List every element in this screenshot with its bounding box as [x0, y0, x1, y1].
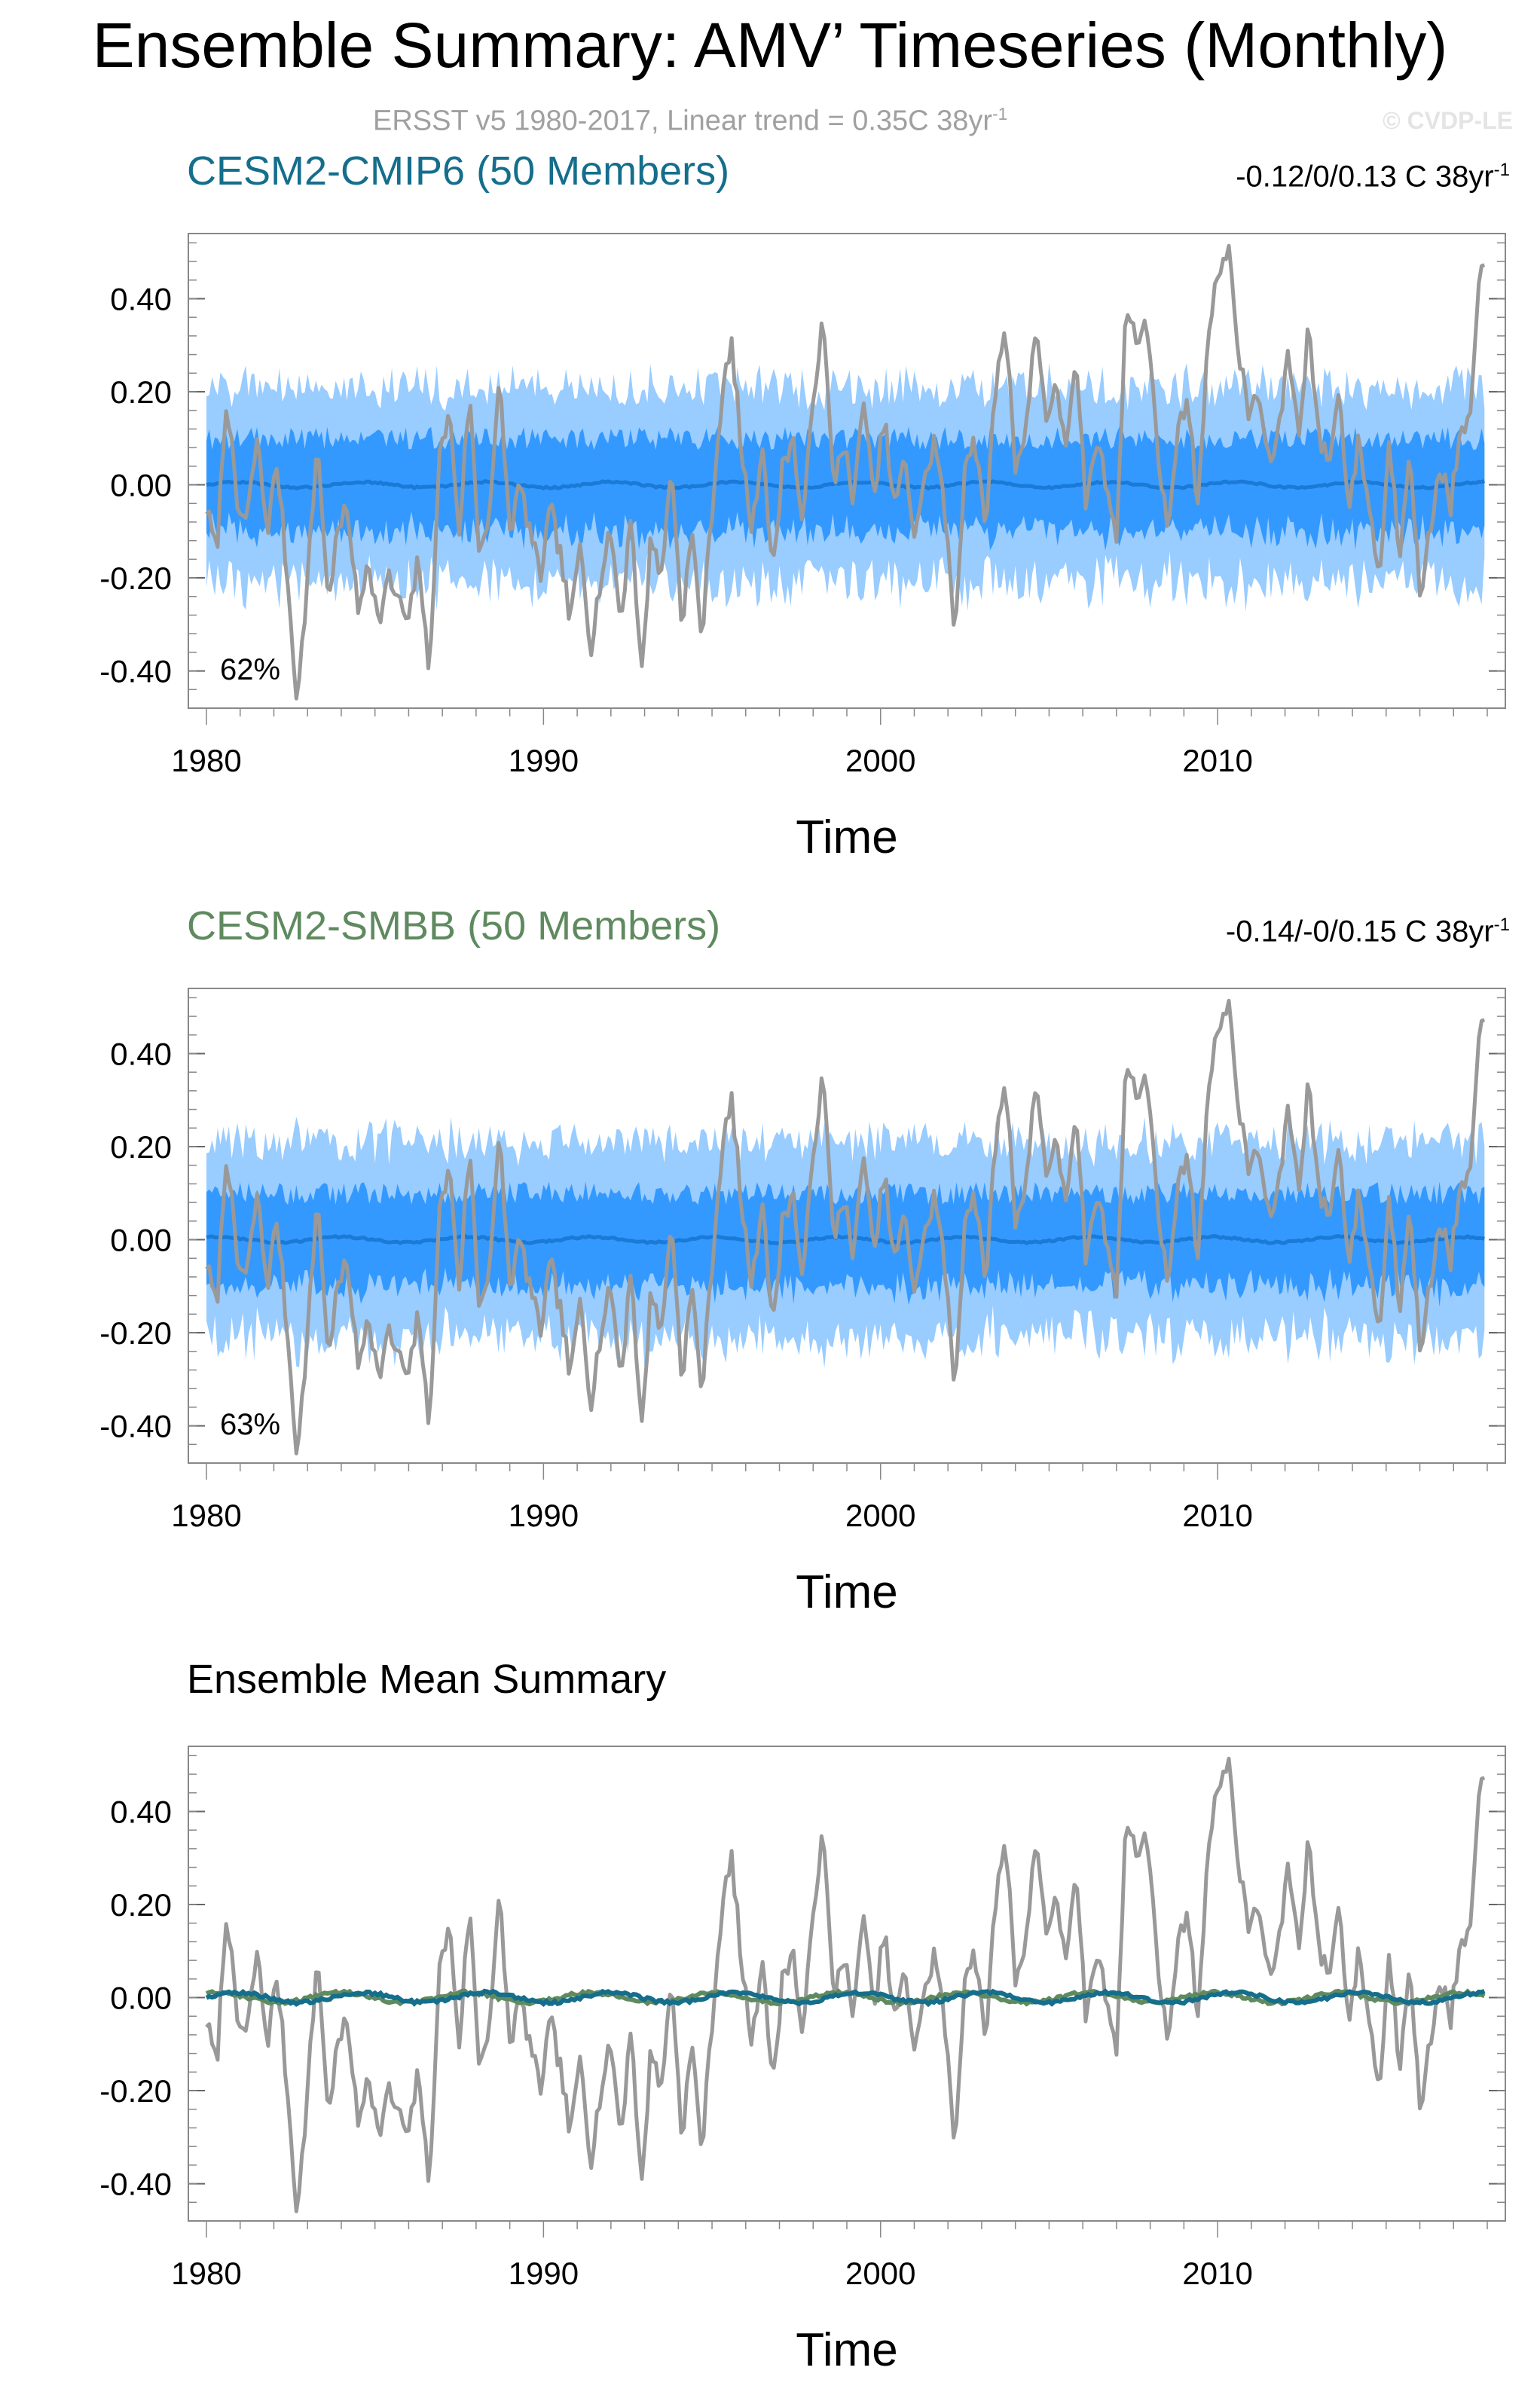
- watermark: © CVDP-LE: [1383, 107, 1513, 134]
- panel2-trend-sup: -1: [1493, 915, 1510, 935]
- x-tick-label: 2000: [845, 1498, 915, 1533]
- y-tick-label: 0.40: [110, 281, 172, 316]
- plot-data-area: [205, 1756, 1486, 2213]
- x-tick-label: 2000: [845, 2256, 915, 2291]
- panel2-trend-text: -0.14/-0/0.15 C 38yr: [1225, 915, 1494, 948]
- subtitle-superscript: -1: [992, 104, 1008, 124]
- panel1-trend-sup: -1: [1493, 160, 1510, 180]
- x-tick-label: 1980: [171, 743, 241, 778]
- y-tick-label: 0.00: [110, 1981, 172, 2016]
- plot-frame: [188, 1746, 1506, 2222]
- x-axis-label: Time: [796, 1566, 897, 1618]
- y-tick-label: -0.40: [99, 1409, 172, 1444]
- x-tick-label: 2010: [1182, 2256, 1252, 2291]
- percent-label: 63%: [220, 1408, 280, 1441]
- y-tick-label: 0.40: [110, 1794, 172, 1829]
- plot-data-area: [205, 998, 1486, 1456]
- y-tick-label: -0.20: [99, 2073, 172, 2109]
- x-tick-label: 1980: [171, 1498, 241, 1533]
- y-tick-label: 0.20: [110, 1887, 172, 1923]
- y-tick-label: 0.00: [110, 468, 172, 503]
- percent-label: 62%: [220, 653, 280, 686]
- x-axis-label: Time: [796, 2324, 897, 2376]
- figure-subtitle: ERSST v5 1980-2017, Linear trend = 0.35C…: [373, 104, 1007, 138]
- y-tick-label: -0.40: [99, 2167, 172, 2202]
- page-title: Ensemble Summary: AMV’ Timeseries (Month…: [92, 10, 1448, 81]
- y-tick-label: 0.20: [110, 1129, 172, 1165]
- plot-data-area: [205, 243, 1486, 701]
- x-tick-label: 2000: [845, 743, 915, 778]
- panel1-trend-text: -0.12/0/0.13 C 38yr: [1236, 160, 1494, 194]
- observations-line: [205, 998, 1486, 1456]
- observations-line: [205, 243, 1486, 701]
- ensemble-mean-line: [206, 1234, 1485, 1246]
- observations-line: [205, 1756, 1486, 2213]
- ensemble-mean-line: [206, 479, 1485, 491]
- chart-panel-3: -0.40 -0.20 0.00 0.20 0.40 1980 1990 2000 2010 Ti…: [99, 1746, 1506, 2376]
- panel2-trend: -0.14/-0/0.15 C 38yr-1: [1226, 915, 1510, 948]
- x-tick-label: 1980: [171, 2256, 241, 2291]
- subtitle-text: ERSST v5 1980-2017, Linear trend = 0.35C…: [373, 105, 993, 137]
- panel1-trend: -0.12/0/0.13 C 38yr-1: [1236, 160, 1510, 194]
- x-tick-label: 1990: [509, 1498, 579, 1533]
- x-axis-label: Time: [796, 811, 897, 863]
- y-tick-label: 0.00: [110, 1223, 172, 1258]
- panel3-title: Ensemble Mean Summary: [187, 1657, 667, 1702]
- panel1-title: CESM2-CMIP6 (50 Members): [187, 148, 730, 194]
- x-tick-label: 2010: [1182, 1498, 1252, 1533]
- chart-panel-1: -0.40 -0.20 0.00 0.20 0.40 1980 1990 2000 2010 Ti…: [99, 233, 1506, 863]
- y-tick-label: -0.20: [99, 561, 172, 596]
- chart-panel-2: -0.40 -0.20 0.00 0.20 0.40 1980 1990 2000 2010 Ti…: [99, 988, 1506, 1618]
- cmip6-mean-line: [205, 1988, 1486, 2008]
- x-tick-label: 1990: [509, 2256, 579, 2291]
- x-tick-label: 1990: [509, 743, 579, 778]
- y-tick-label: 0.20: [110, 374, 172, 410]
- panel2-title: CESM2-SMBB (50 Members): [187, 903, 721, 948]
- y-tick-label: 0.40: [110, 1036, 172, 1071]
- y-tick-label: -0.40: [99, 654, 172, 689]
- y-tick-label: -0.20: [99, 1315, 172, 1351]
- x-tick-label: 2010: [1182, 743, 1252, 778]
